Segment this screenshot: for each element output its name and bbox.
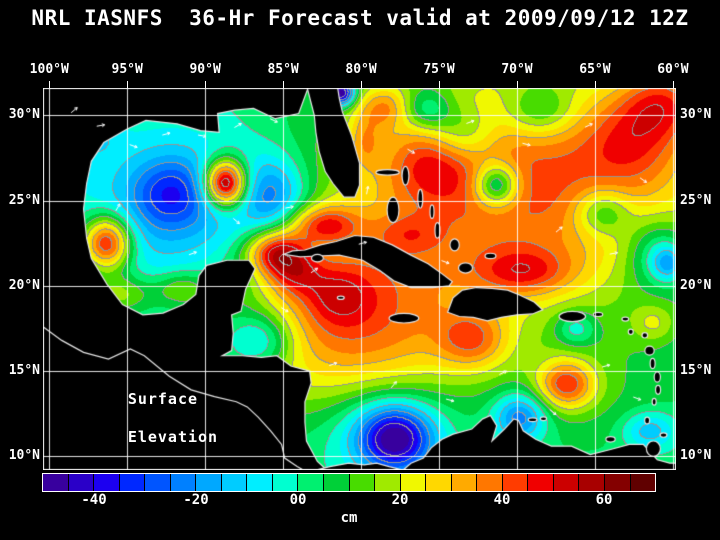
- colorbar-cell: [94, 474, 119, 491]
- colorbar-cell: [247, 474, 272, 491]
- colorbar-tick-label: 40: [493, 492, 511, 508]
- lon-tick-label: 80°W: [345, 62, 377, 77]
- colorbar: [42, 473, 656, 492]
- lon-tick-label: 65°W: [579, 62, 611, 77]
- lon-tick-mark: [673, 81, 674, 88]
- lon-tick-label: 70°W: [501, 62, 533, 77]
- colorbar-tick-label: 60: [595, 492, 613, 508]
- surface-elevation-heatmap: [43, 88, 676, 470]
- colorbar-cell: [375, 474, 400, 491]
- lat-tick-label-left: 30°N: [8, 107, 40, 123]
- colorbar-tick-label: -20: [183, 492, 209, 508]
- lon-tick-label: 90°W: [189, 62, 221, 77]
- colorbar-unit-label: cm: [340, 510, 358, 526]
- colorbar-cell: [426, 474, 451, 491]
- lon-tick-label: 75°W: [423, 62, 455, 77]
- colorbar-cell: [196, 474, 221, 491]
- colorbar-cell: [451, 474, 477, 491]
- colorbar-cell: [119, 474, 145, 491]
- colorbar-cell: [528, 474, 553, 491]
- lat-tick-label-left: 25°N: [8, 192, 40, 208]
- colorbar-cell: [605, 474, 630, 491]
- lon-tick-mark: [127, 81, 128, 88]
- colorbar-cell: [298, 474, 324, 491]
- lat-tick-label-left: 15°N: [8, 363, 40, 379]
- lat-tick-label-right: 20°N: [680, 277, 712, 293]
- lon-tick-label: 85°W: [267, 62, 299, 77]
- lon-tick-label: 60°W: [657, 62, 689, 77]
- lon-tick-mark: [49, 81, 50, 88]
- lon-tick-mark: [283, 81, 284, 88]
- lon-tick-label: 95°W: [111, 62, 143, 77]
- colorbar-cell: [221, 474, 247, 491]
- colorbar-cell: [349, 474, 375, 491]
- colorbar-cell: [68, 474, 94, 491]
- surface-label: Surface: [127, 389, 199, 408]
- colorbar-cell: [630, 474, 656, 491]
- colorbar-cell: [477, 474, 502, 491]
- lat-tick-label-right: 25°N: [680, 192, 712, 208]
- elevation-label: Elevation: [127, 427, 219, 446]
- lon-tick-mark: [595, 81, 596, 88]
- colorbar-cell: [324, 474, 349, 491]
- figure-title: NRL IASNFS 36-Hr Forecast valid at 2009/…: [31, 6, 689, 30]
- lat-tick-label-right: 30°N: [680, 107, 712, 123]
- colorbar-cell: [43, 474, 68, 491]
- colorbar-cell: [145, 474, 170, 491]
- colorbar-cell: [170, 474, 196, 491]
- lat-tick-label-left: 20°N: [8, 277, 40, 293]
- lon-tick-mark: [205, 81, 206, 88]
- lon-tick-label: 100°W: [29, 62, 69, 77]
- colorbar-cell: [272, 474, 298, 491]
- colorbar-cell: [553, 474, 579, 491]
- lat-tick-label-right: 10°N: [680, 448, 712, 464]
- lat-tick-label-left: 10°N: [8, 448, 40, 464]
- colorbar-cell: [502, 474, 528, 491]
- colorbar-tick-label: 00: [289, 492, 307, 508]
- colorbar-cell: [579, 474, 605, 491]
- colorbar-cell: [400, 474, 426, 491]
- lon-tick-mark: [439, 81, 440, 88]
- colorbar-tick-label: -40: [81, 492, 107, 508]
- lon-tick-mark: [361, 81, 362, 88]
- lat-tick-label-right: 15°N: [680, 363, 712, 379]
- colorbar-tick-label: 20: [391, 492, 409, 508]
- lon-tick-mark: [517, 81, 518, 88]
- map-plot: Surface Elevation: [43, 88, 676, 470]
